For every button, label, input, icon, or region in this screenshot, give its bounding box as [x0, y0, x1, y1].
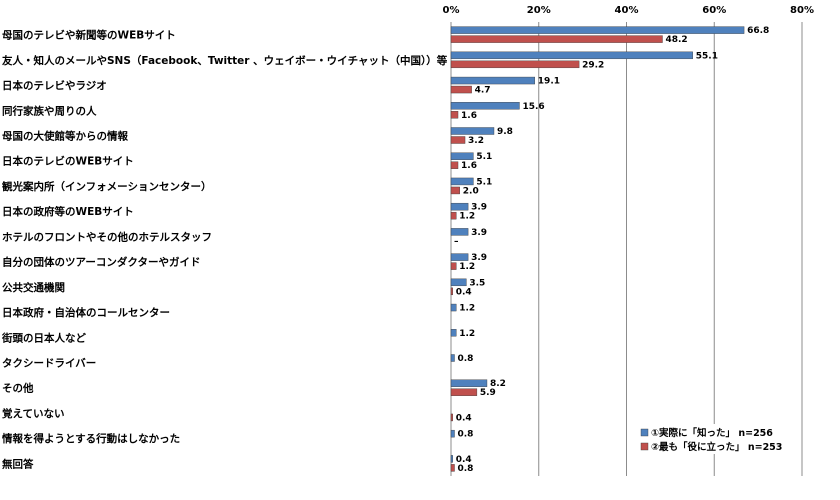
category-label: 覚えていない: [2, 407, 64, 420]
bar: [450, 136, 466, 144]
bar: [450, 152, 474, 160]
category-label: 無回答: [2, 457, 34, 470]
category-label: 日本政府・自治体のコールセンター: [2, 306, 170, 319]
data-label: 9.8: [497, 127, 513, 137]
data-label: 3.9: [471, 253, 487, 263]
data-label: 0.4: [456, 287, 472, 297]
bar: [450, 76, 536, 85]
category-label: 同行家族や周りの人: [2, 104, 97, 117]
x-tick-label: 80%: [790, 5, 814, 16]
category-label: 公共交通機関: [2, 281, 65, 294]
bar: [450, 379, 488, 387]
x-tick-label: 0%: [443, 5, 460, 16]
bar: [450, 211, 457, 220]
data-label: 29.2: [582, 60, 604, 70]
data-label: 3.9: [471, 228, 487, 238]
data-label: 0.8: [458, 430, 474, 440]
data-label: 3.5: [469, 278, 485, 288]
bar: [450, 85, 472, 94]
category-label: 日本の政府等のWEBサイト: [2, 205, 134, 218]
bar: [450, 202, 469, 211]
data-label: 0.4: [456, 455, 472, 465]
category-label: 情報を得ようとする行動はしなかった: [2, 432, 180, 445]
bar: [450, 262, 457, 270]
category-label: 母国のテレビや新聞等のWEBサイト: [2, 29, 176, 42]
bar: [450, 60, 580, 69]
legend-swatch: [640, 428, 649, 437]
x-tick-label: 20%: [527, 5, 551, 16]
bar: [450, 455, 453, 463]
data-label: 1.2: [459, 329, 475, 339]
data-label: –: [454, 237, 459, 247]
legend-label: ②最も「役に立った」 n=253: [651, 441, 782, 453]
bar: [450, 413, 453, 422]
bar: [450, 102, 520, 110]
bar: [450, 303, 457, 312]
bar: [450, 111, 459, 119]
category-label: 母国の大使館等からの情報: [2, 130, 128, 143]
data-label: 5.1: [476, 177, 492, 187]
data-label: 55.1: [696, 51, 718, 61]
data-label: 8.2: [490, 379, 506, 389]
data-label: 1.2: [459, 262, 475, 272]
data-label: 5.9: [480, 388, 496, 398]
data-label: 15.6: [522, 102, 544, 112]
data-label: 0.4: [456, 413, 472, 423]
bar: [450, 228, 469, 236]
data-label: 0.8: [458, 354, 474, 364]
data-label: 3.9: [471, 203, 487, 213]
legend-label: ①実際に「知った」 n=256: [651, 427, 773, 439]
bar: [450, 161, 459, 169]
category-label: 観光案内所（インフォメーションセンター）: [2, 180, 211, 193]
bar: [450, 253, 469, 261]
bar: [450, 26, 745, 34]
bar: [450, 354, 455, 362]
data-label: 5.1: [476, 152, 492, 162]
category-label: その他: [2, 382, 34, 395]
data-label: 3.2: [468, 136, 484, 146]
bar: [450, 127, 495, 135]
bar: [450, 278, 467, 287]
category-label: ホテルのフロントやその他のホテルスタッフ: [2, 230, 212, 243]
data-label: 2.0: [463, 186, 479, 196]
category-label: タクシードライバー: [2, 358, 96, 370]
data-label: 1.6: [461, 161, 477, 171]
category-label: 自分の団体のツアーコンダクターやガイド: [2, 256, 200, 269]
bar: [450, 464, 455, 472]
x-tick-label: 40%: [615, 5, 639, 16]
category-label: 日本のテレビのWEBサイト: [2, 155, 134, 168]
bar: [450, 177, 474, 186]
bar: [450, 186, 460, 195]
data-label: 1.6: [461, 111, 477, 121]
data-label: 66.8: [747, 26, 769, 36]
bar: [450, 388, 478, 396]
data-label: 1.2: [459, 212, 475, 222]
data-label: 19.1: [538, 77, 560, 87]
legend-swatch: [640, 442, 649, 451]
category-label: 友人・知人のメールやSNS（Facebook、Twitter 、ウェイボー・ウイ…: [1, 54, 448, 67]
data-label: 48.2: [665, 35, 687, 45]
data-label: 1.2: [459, 304, 475, 314]
category-label: 日本のテレビやラジオ: [2, 79, 107, 92]
bar: [450, 51, 693, 60]
legend-box: [637, 424, 797, 454]
data-label: 4.7: [475, 86, 491, 96]
data-label: 0.8: [458, 464, 474, 474]
bar: [450, 287, 453, 296]
bar: [450, 329, 457, 337]
x-tick-label: 60%: [702, 5, 726, 16]
bar: [450, 35, 663, 43]
category-label: 街頭の日本人など: [1, 331, 86, 344]
bar: [450, 429, 455, 438]
